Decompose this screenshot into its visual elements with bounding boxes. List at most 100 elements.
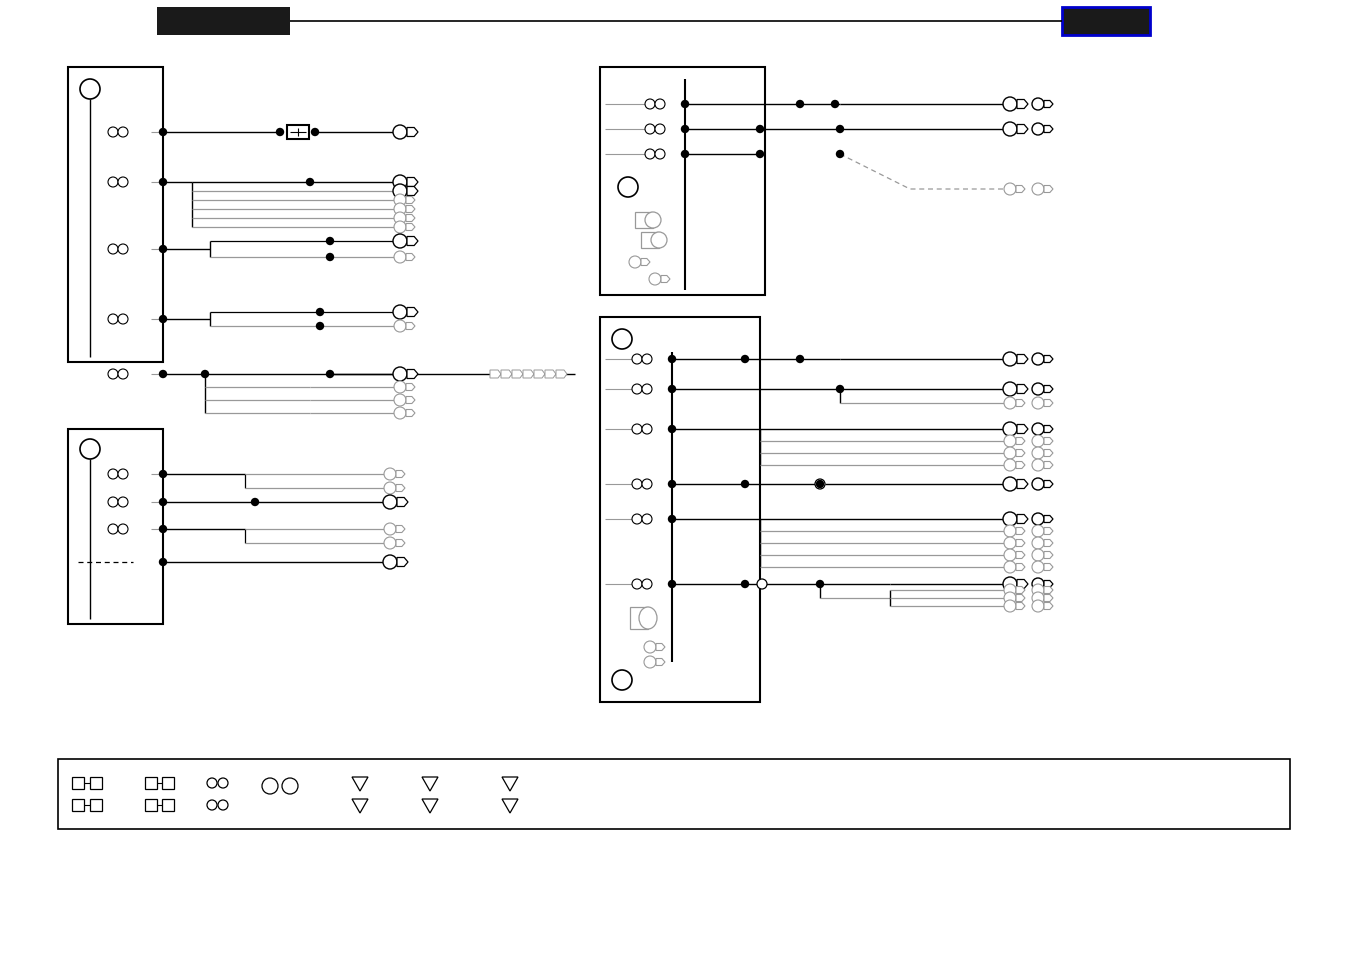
Circle shape xyxy=(1031,561,1044,574)
Circle shape xyxy=(1003,382,1017,396)
Circle shape xyxy=(668,516,675,523)
Circle shape xyxy=(644,641,656,654)
Circle shape xyxy=(394,194,406,207)
Bar xyxy=(72,800,84,811)
Polygon shape xyxy=(406,410,414,417)
Circle shape xyxy=(1004,525,1017,537)
Circle shape xyxy=(80,439,100,459)
Circle shape xyxy=(741,481,748,488)
Circle shape xyxy=(668,426,675,433)
Polygon shape xyxy=(1044,516,1053,523)
Circle shape xyxy=(159,558,166,566)
Polygon shape xyxy=(1017,425,1027,434)
Circle shape xyxy=(1004,550,1017,561)
Polygon shape xyxy=(545,371,556,378)
Circle shape xyxy=(837,127,844,133)
Circle shape xyxy=(108,245,117,254)
Circle shape xyxy=(1003,422,1017,436)
Circle shape xyxy=(1031,397,1044,410)
Circle shape xyxy=(159,526,166,533)
Circle shape xyxy=(644,657,656,668)
Bar xyxy=(1062,8,1150,36)
Polygon shape xyxy=(662,276,670,283)
Polygon shape xyxy=(352,800,369,813)
Polygon shape xyxy=(1044,101,1053,109)
Circle shape xyxy=(1031,478,1044,491)
Circle shape xyxy=(643,515,652,524)
Circle shape xyxy=(1004,584,1017,597)
Polygon shape xyxy=(396,540,405,547)
Circle shape xyxy=(1031,384,1044,395)
Circle shape xyxy=(117,245,128,254)
Polygon shape xyxy=(1017,400,1025,407)
Circle shape xyxy=(756,152,764,158)
Circle shape xyxy=(655,125,666,135)
Circle shape xyxy=(632,355,643,365)
Polygon shape xyxy=(1017,603,1025,610)
Polygon shape xyxy=(1017,355,1027,364)
Circle shape xyxy=(1031,124,1044,136)
Bar xyxy=(634,213,653,229)
Polygon shape xyxy=(1017,528,1025,535)
Polygon shape xyxy=(1017,552,1025,558)
Circle shape xyxy=(394,320,406,333)
Circle shape xyxy=(108,178,117,188)
Circle shape xyxy=(612,670,632,690)
Polygon shape xyxy=(656,644,666,651)
Polygon shape xyxy=(1017,186,1025,193)
Circle shape xyxy=(108,524,117,535)
Circle shape xyxy=(629,256,641,269)
Polygon shape xyxy=(501,371,512,378)
Circle shape xyxy=(837,386,844,393)
Polygon shape xyxy=(1044,438,1053,445)
Bar xyxy=(1062,8,1150,36)
Circle shape xyxy=(632,385,643,395)
Circle shape xyxy=(632,424,643,435)
Circle shape xyxy=(1003,513,1017,526)
Circle shape xyxy=(383,537,396,550)
Circle shape xyxy=(383,523,396,536)
Circle shape xyxy=(1031,354,1044,366)
Polygon shape xyxy=(406,215,414,222)
Circle shape xyxy=(682,101,688,109)
Circle shape xyxy=(632,515,643,524)
Polygon shape xyxy=(406,178,418,188)
Polygon shape xyxy=(1044,186,1053,193)
Circle shape xyxy=(217,801,228,810)
Circle shape xyxy=(1031,550,1044,561)
Circle shape xyxy=(207,801,217,810)
Polygon shape xyxy=(1017,564,1025,571)
Ellipse shape xyxy=(639,607,657,629)
Circle shape xyxy=(832,101,838,109)
Circle shape xyxy=(159,130,166,136)
Circle shape xyxy=(1031,99,1044,111)
Bar xyxy=(144,800,157,811)
Circle shape xyxy=(393,368,406,381)
Circle shape xyxy=(643,385,652,395)
Polygon shape xyxy=(406,254,414,261)
Polygon shape xyxy=(490,371,501,378)
Circle shape xyxy=(117,178,128,188)
Circle shape xyxy=(159,246,166,253)
Circle shape xyxy=(383,469,396,480)
Polygon shape xyxy=(423,800,437,813)
Circle shape xyxy=(108,497,117,507)
Polygon shape xyxy=(1017,480,1027,489)
Ellipse shape xyxy=(651,233,667,249)
Bar xyxy=(68,430,163,624)
Polygon shape xyxy=(1044,462,1053,469)
Bar xyxy=(599,317,760,702)
Bar xyxy=(162,778,174,789)
Polygon shape xyxy=(1044,386,1053,393)
Circle shape xyxy=(1031,423,1044,436)
Polygon shape xyxy=(1044,528,1053,535)
Polygon shape xyxy=(397,558,408,567)
Ellipse shape xyxy=(645,213,662,229)
Polygon shape xyxy=(1017,450,1025,457)
Polygon shape xyxy=(641,259,649,266)
Polygon shape xyxy=(423,778,437,791)
Circle shape xyxy=(316,309,324,316)
Circle shape xyxy=(108,370,117,379)
Circle shape xyxy=(1031,537,1044,550)
Polygon shape xyxy=(397,498,408,507)
